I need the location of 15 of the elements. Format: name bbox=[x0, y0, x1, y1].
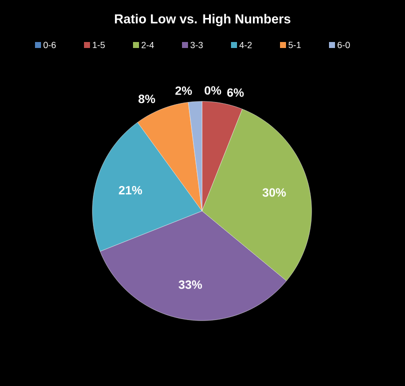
legend-label: 1-5 bbox=[92, 42, 105, 48]
text: 0% bbox=[204, 86, 222, 95]
legend-label: 3-3 bbox=[190, 42, 203, 48]
data-label: 21% bbox=[118, 186, 142, 194]
data-label: 8% bbox=[138, 94, 156, 104]
data-label: 2% bbox=[175, 86, 192, 95]
data-label: 33% bbox=[178, 280, 202, 289]
legend-label: 5-1 bbox=[288, 42, 301, 48]
legend-label: 4-2 bbox=[239, 42, 252, 48]
data-label: 30% bbox=[262, 188, 286, 197]
data-label: 6% bbox=[227, 88, 244, 97]
legend-label: 2-4 bbox=[142, 42, 154, 48]
legend-label: 6-0 bbox=[338, 42, 350, 48]
legend-label: 0-6 bbox=[44, 42, 56, 48]
chart-title: Ratio Low vs. High Numbers bbox=[114, 14, 290, 26]
